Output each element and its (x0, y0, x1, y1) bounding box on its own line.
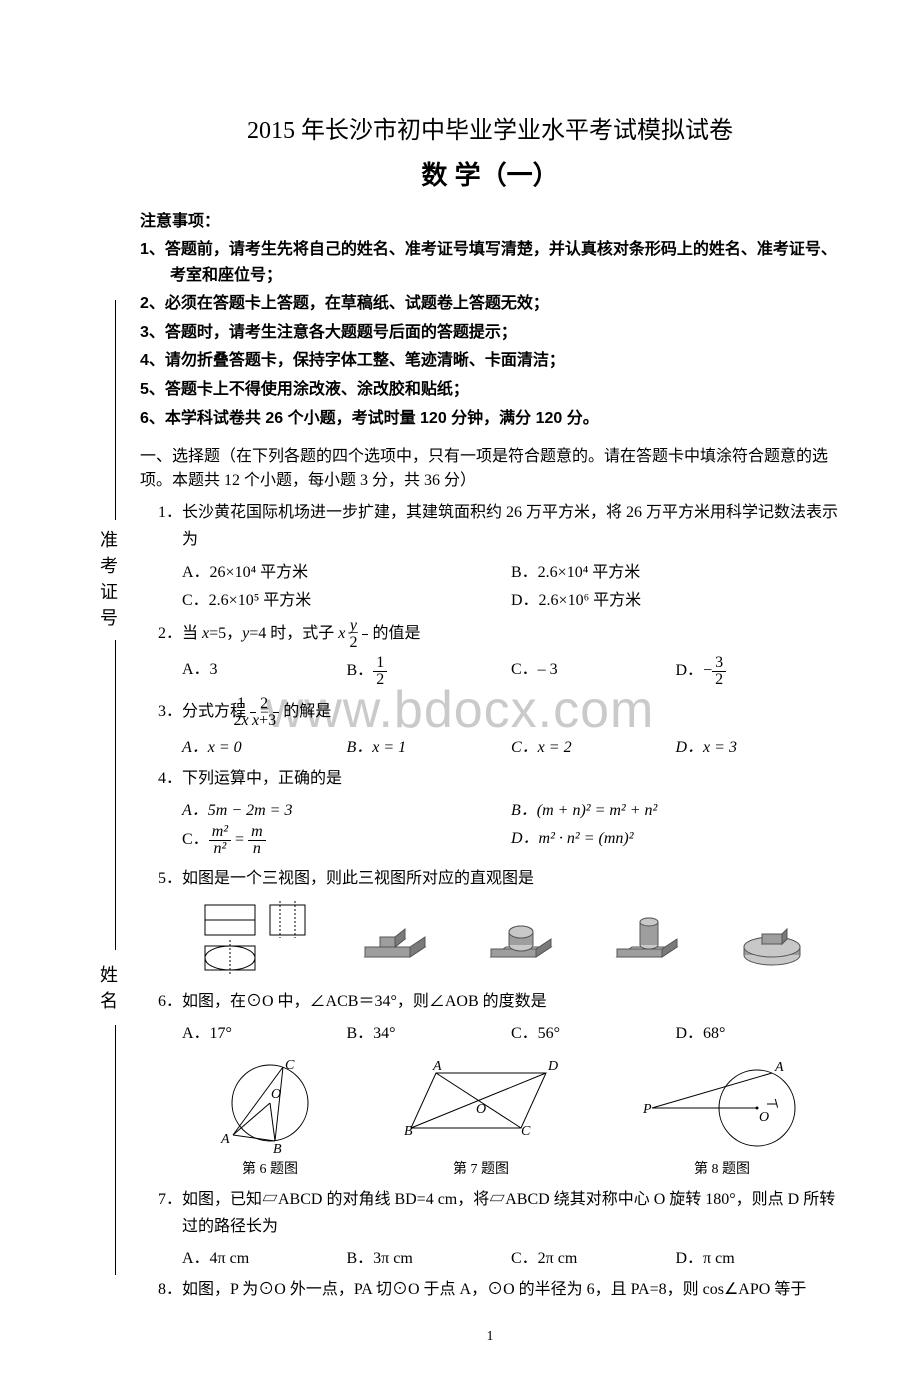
option-a: A．x = 0 (182, 731, 347, 759)
svg-text:O: O (271, 1087, 281, 1102)
notice-item: 1、答题前，请考生先将自己的姓名、准考证号填写清楚，并认真核对条形码上的姓名、准… (140, 237, 840, 288)
fig-label: 第 6 题图 (215, 1158, 325, 1178)
q6-options: A．17° B．34° C．56° D．68° (140, 1017, 840, 1045)
notice-item: 6、本学科试卷共 26 个小题，考试时量 120 分钟，满分 120 分。 (140, 406, 840, 432)
side-name: 姓名 (95, 965, 121, 1017)
q3-options: A．x = 0 B．x = 1 C．x = 2 D．x = 3 (140, 731, 840, 759)
notice-item: 4、请勿折叠答题卡，保持字体工整、笔迹清晰、卡面清洁； (140, 348, 840, 374)
option-c: C．2π cm (511, 1242, 676, 1270)
question-3: 3．分式方程 12x = 2x+3 的解是 (140, 696, 840, 729)
q7-options: A．4π cm B．3π cm C．2π cm D．π cm (140, 1242, 840, 1270)
option-c: C．56° (511, 1017, 676, 1045)
side-line (115, 1025, 116, 1275)
option-d: D．m² · n² = (mn)² (511, 822, 840, 859)
svg-text:C: C (285, 1058, 295, 1073)
svg-text:A: A (220, 1132, 230, 1147)
solid-option-a (355, 907, 445, 972)
solid-option-b (481, 907, 571, 972)
svg-text:A: A (774, 1060, 784, 1075)
question-8: 8．如图，P 为⊙O 外一点，PA 切⊙O 于点 A，⊙O 的半径为 6，且 P… (140, 1276, 840, 1303)
option-a: A．26×10⁴ 平方米 (182, 556, 511, 584)
option-c: C．m²n² = mn (182, 822, 511, 859)
svg-text:O: O (476, 1102, 486, 1117)
question-2: 2．当 x=5，y=4 时，式子 x − y2 的值是 (140, 618, 840, 651)
circle-diagram-q6: C O A B (215, 1053, 325, 1153)
notice-item: 5、答题卡上不得使用涂改液、涂改胶和贴纸； (140, 377, 840, 403)
option-c: C．– 3 (511, 653, 676, 690)
svg-text:B: B (273, 1142, 282, 1153)
question-7: 7．如图，已知▱ABCD 的对角线 BD=4 cm，将▱ABCD 绕其对称中心 … (140, 1186, 840, 1240)
option-d: D．x = 3 (676, 731, 841, 759)
option-b: B．2.6×10⁴ 平方米 (511, 556, 840, 584)
side-exam-id: 准考证号 (95, 530, 121, 634)
option-c: C．2.6×10⁵ 平方米 (182, 584, 511, 612)
q2-pre: 2．当 (158, 625, 202, 642)
svg-text:B: B (404, 1124, 413, 1139)
option-a: A．3 (182, 653, 347, 690)
notice-item: 2、必须在答题卡上答题，在草稿纸、试题卷上答题无效； (140, 291, 840, 317)
notice-header: 注意事项： (140, 207, 840, 231)
exam-subtitle: 数 学（一） (140, 155, 840, 192)
option-b: B．34° (347, 1017, 512, 1045)
q4-options: A．5m − 2m = 3 B．(m + n)² = m² + n² C．m²n… (140, 794, 840, 859)
question-6: 6．如图，在⊙O 中，∠ACB＝34°，则∠AOB 的度数是 (140, 988, 840, 1015)
parallelogram-diagram-q7: A D B C O (391, 1053, 571, 1153)
option-b: B．3π cm (347, 1242, 512, 1270)
option-d: D．68° (676, 1017, 841, 1045)
tangent-diagram-q8: A P O (637, 1053, 807, 1153)
exam-title: 2015 年长沙市初中毕业学业水平考试模拟试卷 (140, 110, 840, 145)
svg-text:A: A (432, 1059, 442, 1074)
fig-label: 第 8 题图 (637, 1158, 807, 1178)
option-a: A．4π cm (182, 1242, 347, 1270)
side-line (115, 300, 116, 520)
svg-text:O: O (759, 1110, 769, 1125)
option-d: D．−32 (676, 653, 841, 690)
page-number: 1 (140, 1329, 840, 1345)
option-a: A．5m − 2m = 3 (182, 794, 511, 822)
question-5: 5．如图是一个三视图，则此三视图所对应的直观图是 (140, 865, 840, 892)
side-line (115, 640, 116, 950)
option-c: C．x = 2 (511, 731, 676, 759)
question-1: 1．长沙黄花国际机场进一步扩建，其建筑面积约 26 万平方米，将 26 万平方米… (140, 499, 840, 553)
svg-text:D: D (547, 1059, 558, 1074)
question-4: 4．下列运算中，正确的是 (140, 765, 840, 792)
option-b: B．(m + n)² = m² + n² (511, 794, 840, 822)
option-d: D．2.6×10⁶ 平方米 (511, 584, 840, 612)
three-view-diagram (200, 900, 320, 980)
section-title: 一、选择题（在下列各题的四个选项中，只有一项是符合题意的。请在答题卡中填涂符合题… (140, 445, 840, 493)
option-b: B．x = 1 (347, 731, 512, 759)
svg-text:C: C (521, 1124, 531, 1139)
solid-option-d (732, 907, 822, 972)
q6-8-diagrams: C O A B 第 6 题图 A D B C O 第 7 题 (182, 1053, 840, 1178)
option-d: D．π cm (676, 1242, 841, 1270)
notice-item: 3、答题时，请考生注意各大题题号后面的答题提示； (140, 320, 840, 346)
svg-text:P: P (642, 1102, 652, 1117)
q1-options: A．26×10⁴ 平方米 B．2.6×10⁴ 平方米 C．2.6×10⁵ 平方米… (140, 556, 840, 612)
solid-option-c (607, 907, 697, 972)
option-b: B．12 (347, 653, 512, 690)
option-a: A．17° (182, 1017, 347, 1045)
q2-options: A．3 B．12 C．– 3 D．−32 (140, 653, 840, 690)
q5-diagrams (182, 900, 840, 980)
fig-label: 第 7 题图 (391, 1158, 571, 1178)
